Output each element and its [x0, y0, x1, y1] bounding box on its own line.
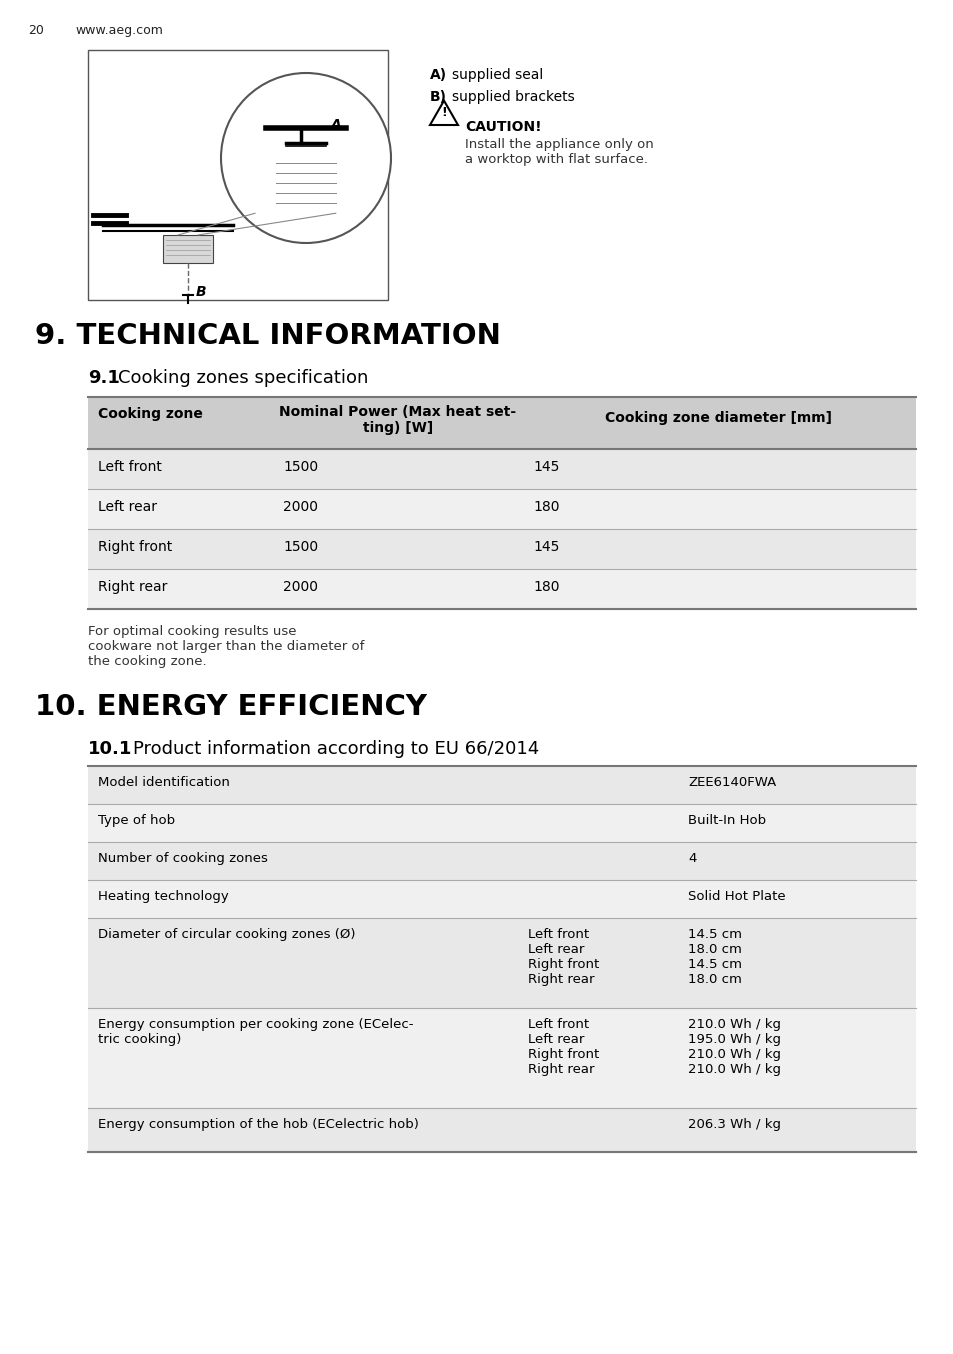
Text: Cooking zone diameter [mm]: Cooking zone diameter [mm]: [605, 412, 832, 425]
Text: 206.3 Wh / kg: 206.3 Wh / kg: [687, 1118, 781, 1131]
Bar: [88, 489, 915, 529]
Bar: [88, 880, 915, 918]
Text: Cooking zones specification: Cooking zones specification: [118, 370, 368, 387]
Text: Left front
Left rear
Right front
Right rear: Left front Left rear Right front Right r…: [527, 1018, 598, 1076]
Text: supplied seal: supplied seal: [452, 68, 542, 83]
Text: Install the appliance only on
a worktop with flat surface.: Install the appliance only on a worktop …: [464, 138, 653, 167]
Text: 9. TECHNICAL INFORMATION: 9. TECHNICAL INFORMATION: [35, 322, 500, 349]
Text: Right front: Right front: [98, 540, 172, 554]
Text: For optimal cooking results use
cookware not larger than the diameter of
the coo: For optimal cooking results use cookware…: [88, 626, 364, 668]
Bar: [88, 918, 915, 1007]
Text: 4: 4: [687, 852, 696, 865]
Bar: [163, 236, 213, 263]
Text: 14.5 cm
18.0 cm
14.5 cm
18.0 cm: 14.5 cm 18.0 cm 14.5 cm 18.0 cm: [687, 927, 741, 986]
Text: Product information according to EU 66/2014: Product information according to EU 66/2…: [132, 741, 538, 758]
Text: !: !: [440, 107, 446, 119]
Bar: [88, 397, 915, 450]
Bar: [88, 1007, 915, 1108]
Text: Left front
Left rear
Right front
Right rear: Left front Left rear Right front Right r…: [527, 927, 598, 986]
Text: Cooking zone: Cooking zone: [98, 408, 203, 421]
Text: Diameter of circular cooking zones (Ø): Diameter of circular cooking zones (Ø): [98, 927, 355, 941]
Text: 2000: 2000: [283, 500, 317, 515]
Text: Nominal Power (Max heat set-
ting) [W]: Nominal Power (Max heat set- ting) [W]: [279, 405, 516, 435]
Text: 1500: 1500: [283, 540, 317, 554]
Circle shape: [221, 73, 391, 242]
Text: 10.1: 10.1: [88, 741, 132, 758]
Text: Left rear: Left rear: [98, 500, 157, 515]
Text: 1500: 1500: [283, 460, 317, 474]
Text: Solid Hot Plate: Solid Hot Plate: [687, 890, 785, 903]
Text: 180: 180: [533, 500, 558, 515]
Bar: [88, 804, 915, 842]
Bar: [88, 50, 388, 301]
Bar: [88, 529, 915, 569]
Text: www.aeg.com: www.aeg.com: [75, 24, 163, 37]
Text: Type of hob: Type of hob: [98, 814, 175, 827]
Text: Left front: Left front: [98, 460, 162, 474]
Text: A: A: [331, 118, 341, 131]
Bar: [88, 766, 915, 804]
Bar: [88, 842, 915, 880]
Bar: [88, 450, 915, 489]
Text: supplied brackets: supplied brackets: [452, 89, 574, 104]
Text: ZEE6140FWA: ZEE6140FWA: [687, 776, 776, 789]
Text: Model identification: Model identification: [98, 776, 230, 789]
Text: Number of cooking zones: Number of cooking zones: [98, 852, 268, 865]
Bar: [88, 569, 915, 609]
Text: 10. ENERGY EFFICIENCY: 10. ENERGY EFFICIENCY: [35, 693, 426, 720]
Text: Heating technology: Heating technology: [98, 890, 229, 903]
Text: 210.0 Wh / kg
195.0 Wh / kg
210.0 Wh / kg
210.0 Wh / kg: 210.0 Wh / kg 195.0 Wh / kg 210.0 Wh / k…: [687, 1018, 781, 1076]
Text: B: B: [195, 284, 207, 299]
Text: 145: 145: [533, 460, 558, 474]
Polygon shape: [430, 100, 457, 125]
Text: Energy consumption of the hob (ECelectric hob): Energy consumption of the hob (ECelectri…: [98, 1118, 418, 1131]
Text: Built-In Hob: Built-In Hob: [687, 814, 765, 827]
Text: Right rear: Right rear: [98, 580, 167, 594]
Text: 9.1: 9.1: [88, 370, 120, 387]
Text: B): B): [430, 89, 447, 104]
Bar: [88, 1108, 915, 1152]
Text: 180: 180: [533, 580, 558, 594]
Text: CAUTION!: CAUTION!: [464, 121, 541, 134]
Text: 20: 20: [28, 24, 44, 37]
Text: 145: 145: [533, 540, 558, 554]
Text: 2000: 2000: [283, 580, 317, 594]
Text: A): A): [430, 68, 447, 83]
Text: Energy consumption per cooking zone (ECelec-
tric cooking): Energy consumption per cooking zone (ECe…: [98, 1018, 413, 1047]
